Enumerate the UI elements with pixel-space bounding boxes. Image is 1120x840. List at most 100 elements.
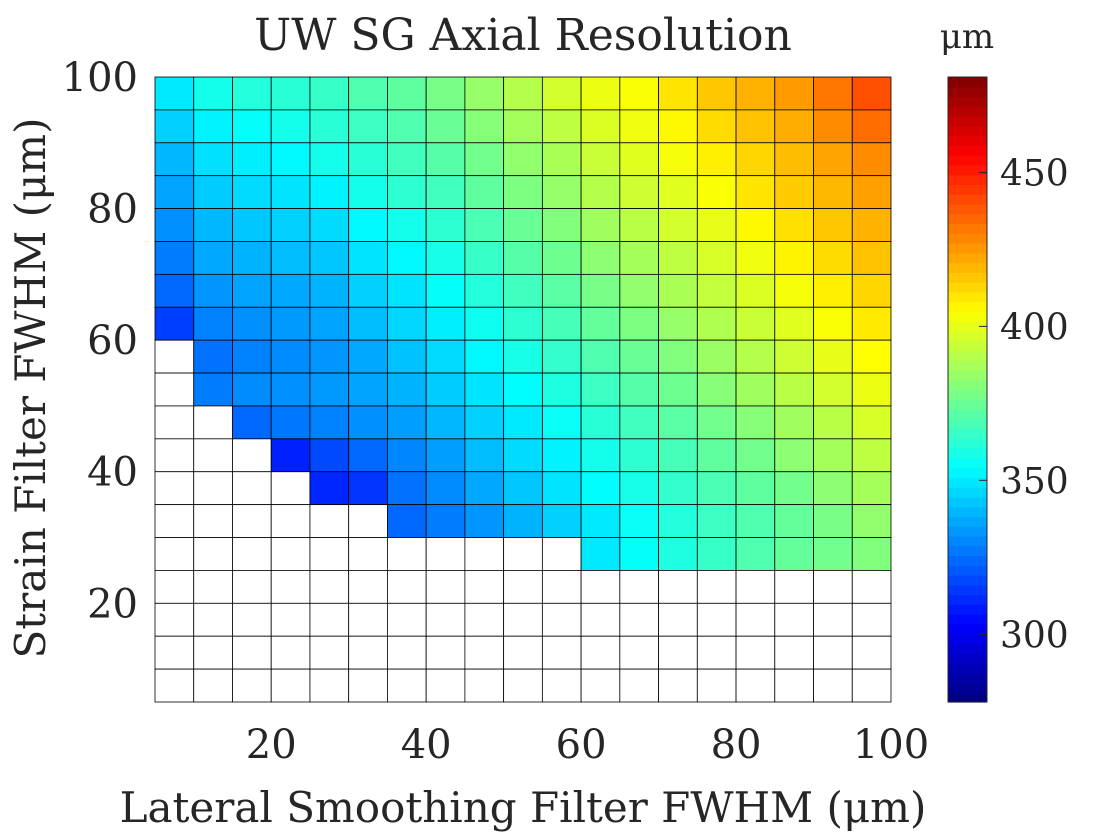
heatmap-cell-empty: [851, 570, 892, 604]
heatmap-cell: [309, 76, 350, 111]
heatmap-cell-empty: [270, 635, 311, 670]
heatmap-cell-empty: [387, 602, 427, 637]
heatmap-cell: [658, 109, 698, 144]
heatmap-cell: [696, 405, 737, 440]
colorbar-segment: [948, 389, 987, 400]
heatmap-cell: [503, 208, 543, 242]
colorbar: [947, 76, 988, 703]
heatmap-cell: [232, 142, 272, 177]
heatmap-cell: [774, 175, 814, 209]
heatmap-cell: [193, 109, 233, 144]
heatmap-cell-empty: [541, 668, 582, 703]
heatmap-cell-empty: [270, 602, 311, 637]
heatmap-cell: [387, 175, 427, 209]
heatmap-cell: [503, 142, 543, 177]
colorbar-segment: [948, 96, 987, 107]
colorbar-segment: [948, 340, 987, 352]
heatmap-cell: [658, 504, 698, 538]
heatmap-cell: [348, 372, 388, 407]
heatmap-cell: [464, 241, 505, 275]
heatmap-cell: [851, 76, 892, 111]
heatmap-cell-empty: [813, 570, 853, 604]
heatmap-cell: [232, 372, 272, 407]
heatmap-cell: [387, 405, 427, 440]
heatmap-cell: [232, 273, 272, 308]
colorbar-segment: [948, 164, 987, 176]
heatmap-cell: [464, 306, 505, 341]
colorbar-frame: [947, 76, 988, 703]
heatmap-cell: [851, 471, 892, 506]
heatmap-cell: [503, 471, 543, 506]
heatmap-cell: [580, 471, 621, 506]
heatmap-cell-empty: [193, 668, 233, 703]
heatmap-cell-empty: [270, 537, 311, 571]
heatmap-cell: [658, 241, 698, 275]
colorbar-segment: [948, 428, 987, 439]
colorbar-segment: [948, 487, 987, 498]
heatmap-cell-empty: [232, 602, 272, 637]
heatmap-cell: [813, 372, 853, 407]
heatmap-cell-empty: [813, 602, 853, 637]
heatmap-cell: [774, 537, 814, 571]
heatmap-cell: [735, 76, 776, 111]
heatmap-cell: [270, 273, 311, 308]
heatmap-cell: [270, 175, 311, 209]
heatmap-cell: [658, 372, 698, 407]
heatmap-cell-empty: [309, 504, 350, 538]
heatmap-cell-empty: [387, 635, 427, 670]
heatmap-cell-empty: [193, 438, 233, 473]
heatmap-cell: [503, 405, 543, 440]
heatmap-cell-empty: [658, 570, 698, 604]
heatmap-cell: [851, 241, 892, 275]
x-tick-label: 100: [853, 722, 929, 768]
heatmap-cell: [232, 76, 272, 111]
heatmap-cell: [541, 438, 582, 473]
colorbar-segment: [948, 506, 987, 518]
heatmap-cell: [193, 175, 233, 209]
heatmap-cell: [735, 208, 776, 242]
colorbar-segment: [948, 682, 987, 693]
colorbar-segment: [948, 350, 987, 361]
colorbar-tick-label: 350: [1000, 461, 1069, 502]
heatmap-cell: [541, 273, 582, 308]
heatmap-cell: [619, 273, 659, 308]
x-tick-label: 60: [556, 722, 607, 768]
heatmap-cell: [813, 208, 853, 242]
heatmap-cell: [696, 471, 737, 506]
heatmap-cell: [270, 109, 311, 144]
y-axis-ticks: 20 40 60 80 100: [62, 55, 138, 627]
heatmap-cell-empty: [270, 570, 311, 604]
heatmap-cell: [503, 438, 543, 473]
heatmap-cell: [774, 76, 814, 111]
colorbar-segment: [948, 692, 987, 703]
heatmap-cell: [580, 504, 621, 538]
heatmap-cell: [619, 339, 659, 374]
heatmap-cell-empty: [232, 471, 272, 506]
heatmap-cell-empty: [387, 537, 427, 571]
colorbar-segment: [948, 653, 987, 664]
colorbar-segment: [948, 604, 987, 615]
y-tick-label: 20: [87, 581, 138, 627]
heatmap-cell: [503, 273, 543, 308]
heatmap-cell: [851, 504, 892, 538]
heatmap-cell-empty: [154, 602, 195, 637]
heatmap-cell: [270, 306, 311, 341]
heatmap-cell: [851, 142, 892, 177]
colorbar-ticks: 300 350 400 450: [979, 153, 1069, 656]
heatmap-cell-empty: [503, 668, 543, 703]
colorbar-segment: [948, 243, 987, 254]
heatmap-cell: [425, 175, 466, 209]
heatmap-cell: [541, 306, 582, 341]
heatmap-cell-empty: [309, 668, 350, 703]
colorbar-segment: [948, 272, 987, 283]
heatmap-cell: [580, 273, 621, 308]
colorbar-segment: [948, 467, 987, 478]
heatmap-cell: [580, 175, 621, 209]
heatmap-cell-empty: [309, 635, 350, 670]
heatmap-cell: [425, 273, 466, 308]
heatmap-cell-empty: [851, 668, 892, 703]
heatmap-cell: [619, 537, 659, 571]
heatmap-cell: [232, 405, 272, 440]
heatmap-cell: [541, 504, 582, 538]
